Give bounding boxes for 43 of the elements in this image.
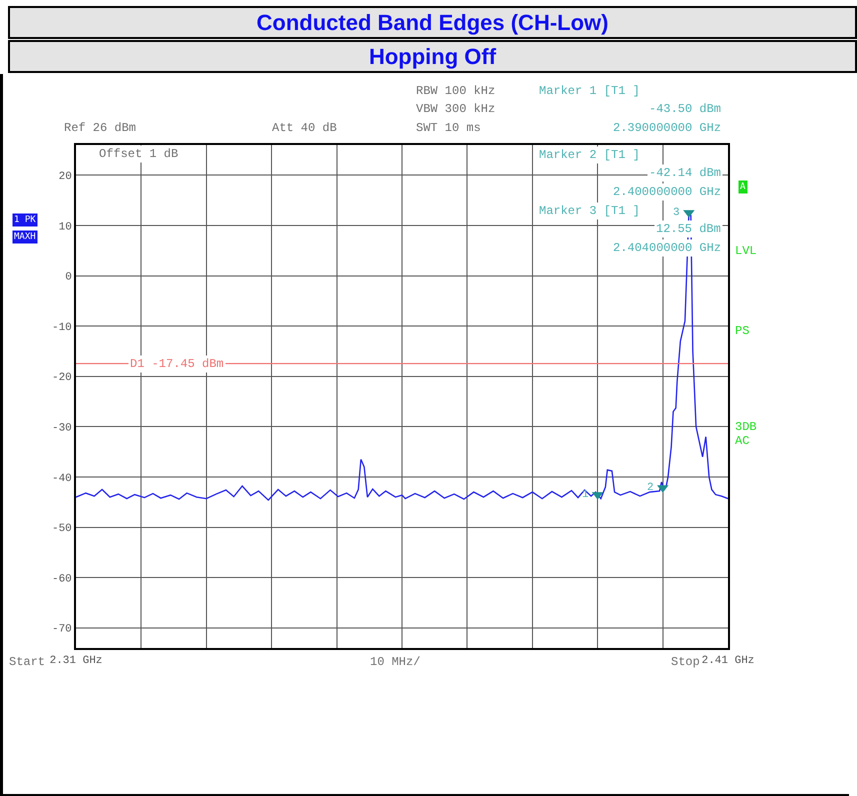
text: VBW 300 kHz [416,102,496,116]
annotation: 12.55 dBm [656,222,721,236]
y-tick-label: -70 [52,624,72,636]
chart-title: Conducted Band Edges (CH-Low) [8,6,857,39]
text: Stop [671,655,700,669]
x-tick-label: 2.41 GHz [702,655,754,668]
y-tick-label: 10 [58,221,72,234]
ref-line-label: D1 -17.45 dBm [130,357,224,371]
text: MAXH [14,232,36,242]
y-tick-label: -20 [52,372,72,384]
text: Marker 1 [T1 ] [539,84,640,98]
annotation: 2.404000000 GHz [613,241,722,255]
annotation: 2.400000000 GHz [613,185,722,199]
annotation: 3 [673,207,680,219]
x-tick-label: 2.31 GHz [50,655,102,668]
text: Att 40 dB [272,121,337,135]
text: RBW 100 kHz [416,84,496,98]
y-tick-label: -60 [52,573,72,586]
text: 3DB [735,420,757,434]
annotation: Offset 1 dB [99,147,178,161]
y-tick-label: 20 [58,171,72,184]
text: -43.50 dBm [649,102,722,116]
text: 2.390000000 GHz [613,121,722,135]
text: Start [9,655,46,669]
text: 10 MHz/ [370,655,420,669]
annotation: -42.14 dBm [649,166,722,180]
text: PS [735,324,750,338]
y-tick-label: -10 [52,322,72,334]
annotation: Marker 3 [T1 ] [539,204,640,218]
text: AC [735,434,750,448]
y-tick-label: -50 [52,523,72,536]
annotation: Marker 2 [T1 ] [539,148,640,162]
text: A [740,182,746,192]
y-tick-label: 0 [65,272,72,284]
text: LVL [735,244,757,258]
annotation: 1 [582,489,589,501]
y-tick-label: -40 [52,472,72,485]
text: SWT 10 ms [416,121,481,135]
text: Ref 26 dBm [64,121,136,135]
text: 1 PK [14,215,36,225]
chart-subtitle: Hopping Off [8,40,857,73]
y-tick-label: -30 [52,422,72,435]
annotation: 2 [647,482,654,494]
